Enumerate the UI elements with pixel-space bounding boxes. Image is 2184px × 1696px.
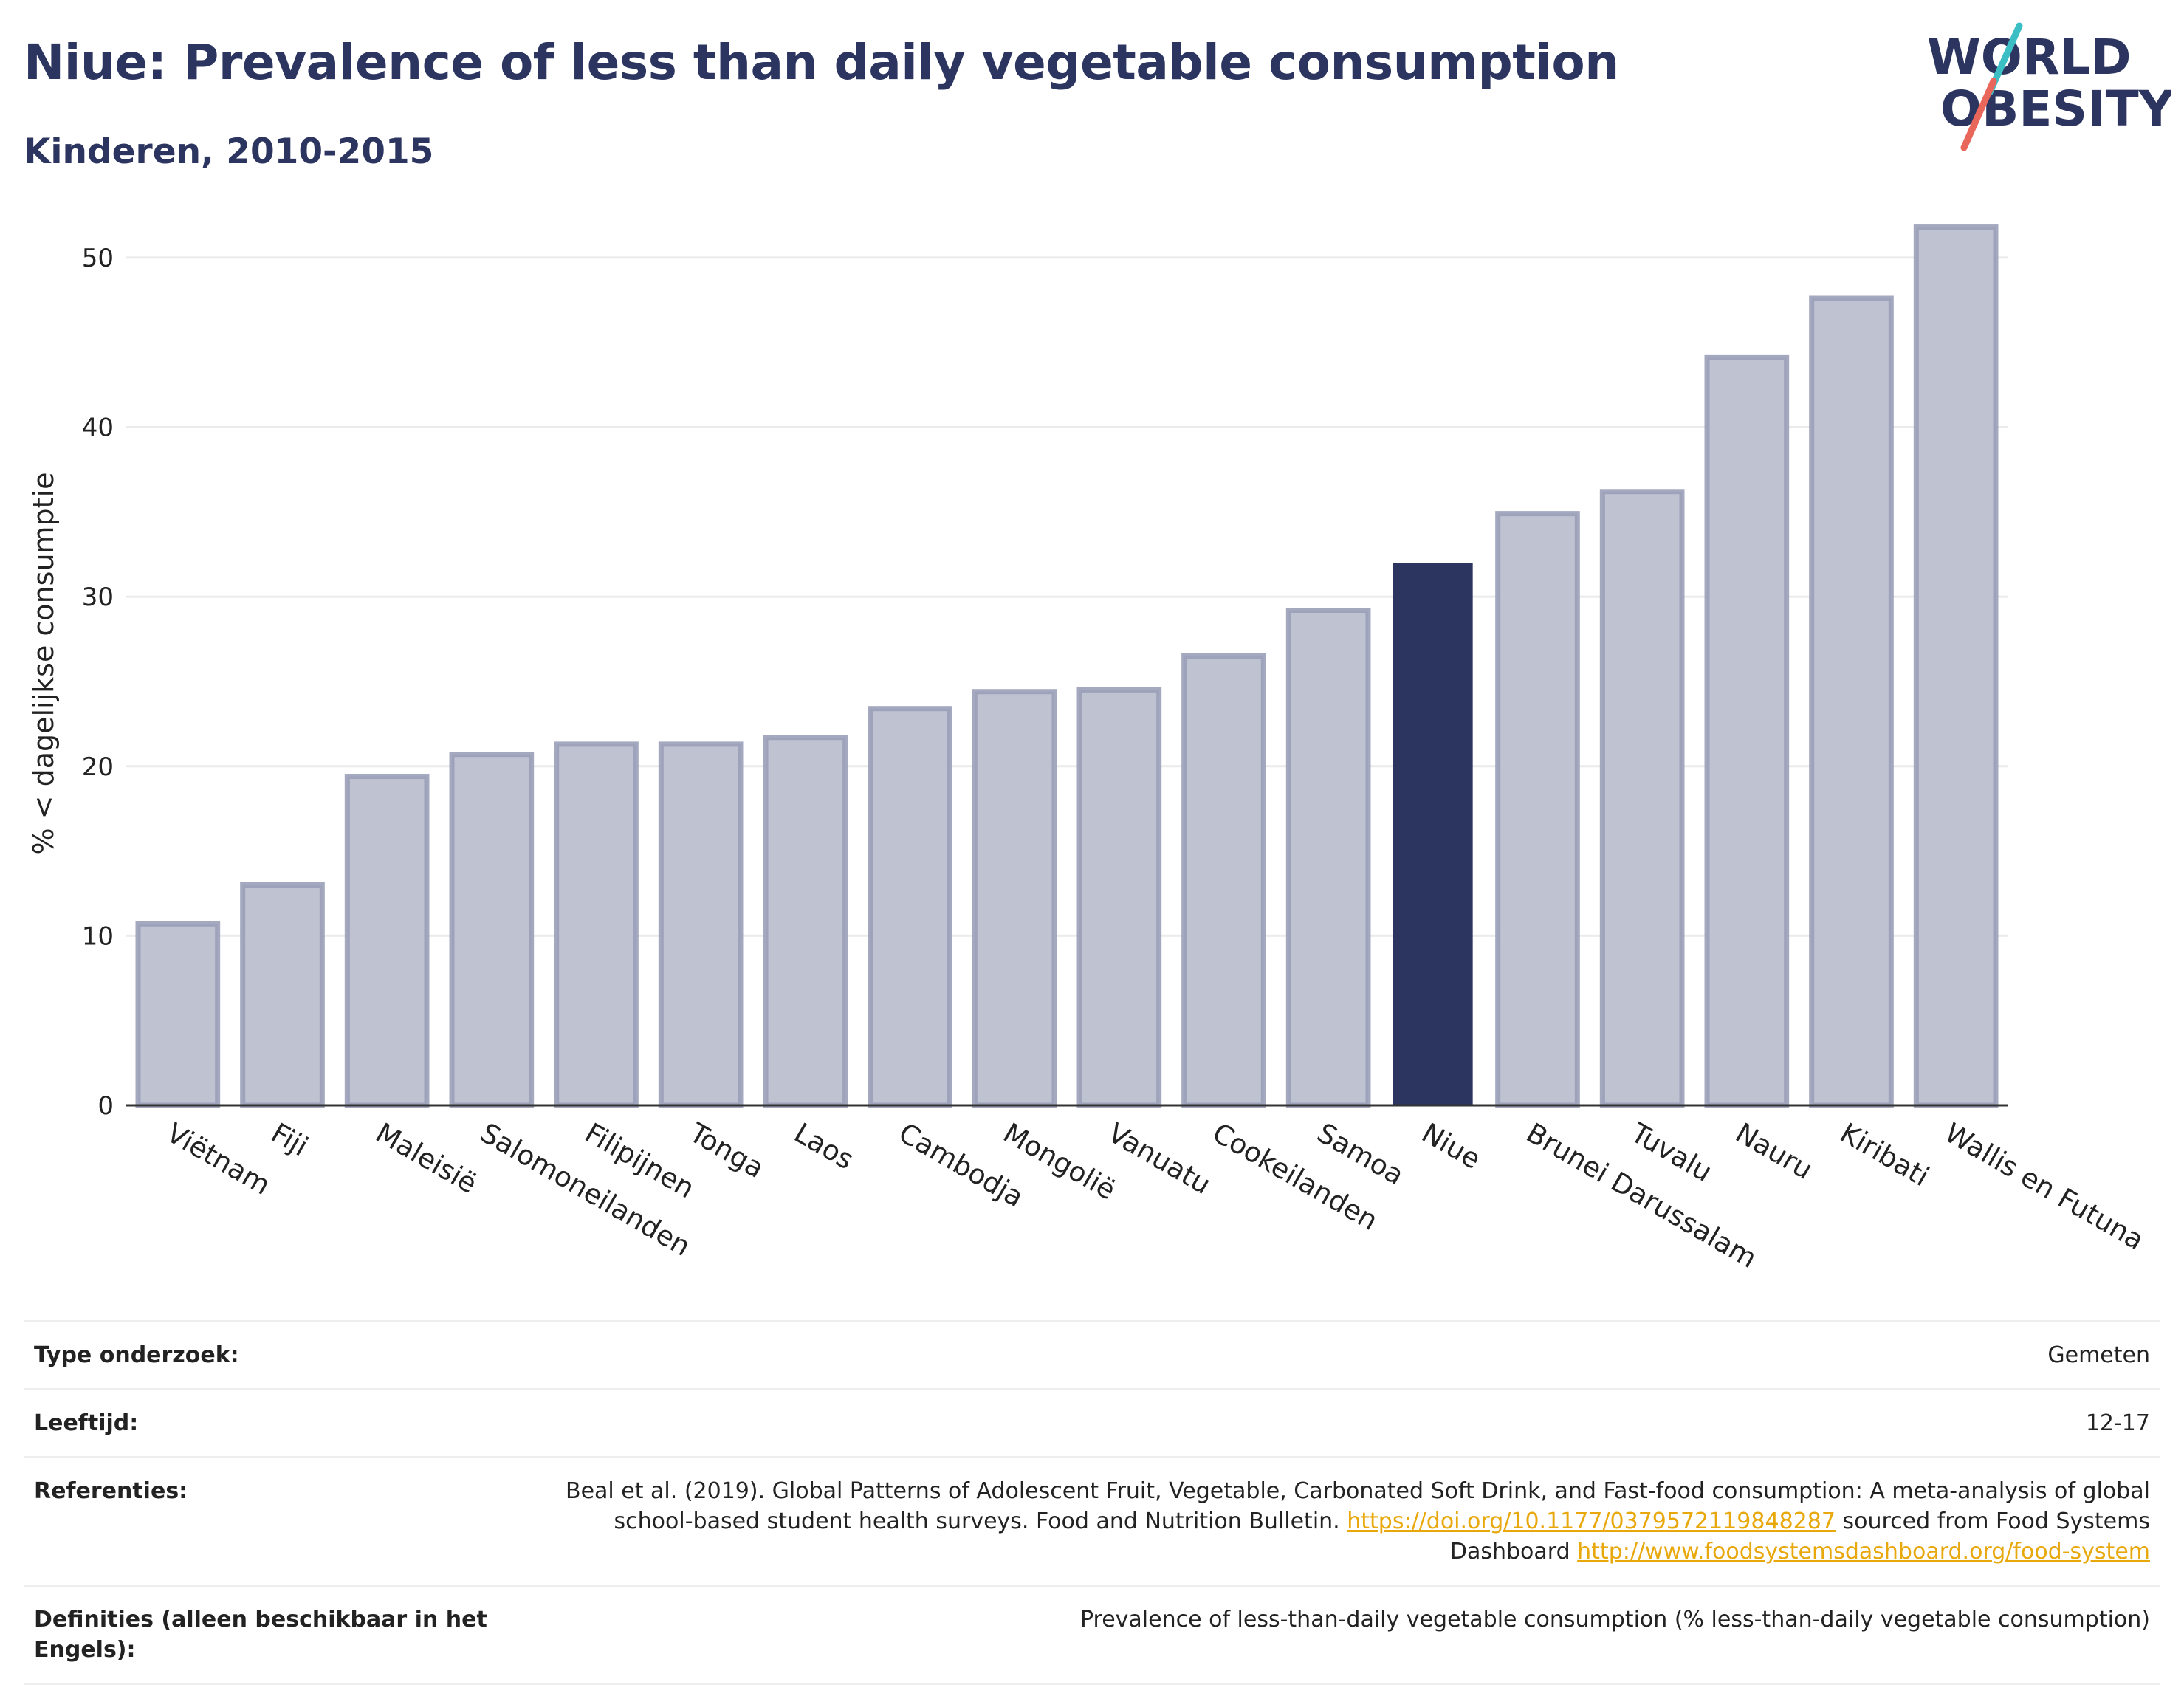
reference-text-2: sourced from Food Systems Dashboard [1449,1508,2150,1565]
y-tick-label: 20 [82,752,114,782]
info-row-age: Leeftijd: 12-17 [24,1388,2160,1456]
bar [240,882,325,1108]
bar [1704,354,1790,1108]
logo-slash-red [1960,78,1997,151]
info-table: Type onderzoek: Gemeten Leeftijd: 12-17 … [24,1320,2160,1685]
y-tick-label: 50 [82,244,114,273]
reference-text-1: Beal et al. (2019). Global Patterns of A… [565,1478,2150,1534]
y-tick-label: 0 [97,1091,114,1121]
x-tick-label: Wallis en Futuna [1940,1117,2149,1257]
bar [1393,563,1473,1105]
info-value-definitions: Prevalence of less-than-daily vegetable … [1079,1607,2150,1633]
x-tick-label: Kiribati [1835,1117,1934,1193]
info-key-references: Referenties: [34,1478,188,1504]
info-key-age: Leeftijd: [34,1410,139,1436]
x-tick-label: Niue [1416,1117,1486,1175]
info-key-definitions: Definities (alleen beschikbaar in het En… [34,1607,487,1663]
info-value-type: Gemeten [2047,1342,2150,1368]
y-axis-label: % < dagelijkse consumptie [27,472,60,854]
info-row-definitions: Definities (alleen beschikbaar in het En… [24,1585,2160,1685]
dashboard-link[interactable]: http://www.foodsystemsdashboard.org/food… [1577,1539,2150,1565]
chart-subtitle: Kinderen, 2010-2015 [24,131,434,172]
bar [135,921,221,1108]
x-tick-label: Maleisië [371,1117,483,1200]
bar [1599,489,1685,1108]
x-tick-label: Vanuatu [1102,1117,1216,1201]
x-tick-label: Fiji [266,1117,313,1163]
world-obesity-logo: WORLD OBESITY [1927,22,2171,151]
info-key-type: Type onderzoek: [34,1342,239,1368]
x-tick-label: Tonga [684,1116,769,1184]
info-row-references: Referenties: Beal et al. (2019). Global … [24,1456,2160,1585]
bar [1181,653,1266,1108]
info-value-age: 12-17 [2085,1410,2150,1436]
bar [1495,511,1580,1108]
bar [868,706,952,1108]
chart-title: Niue: Prevalence of less than daily vege… [24,34,1619,91]
bar [449,752,535,1108]
bar [972,689,1057,1108]
bar [763,735,848,1108]
doi-link[interactable]: https://doi.org/10.1177/0379572119848287 [1347,1508,1836,1534]
bar [658,741,744,1108]
bar [1285,608,1371,1108]
logo-line1: WORLD [1927,29,2132,86]
x-tick-label: Laos [789,1117,859,1176]
bar [1809,295,1894,1108]
bar [344,774,430,1108]
y-tick-label: 40 [82,413,114,443]
bar [1076,687,1162,1108]
y-tick-label: 10 [82,921,114,951]
info-row-type: Type onderzoek: Gemeten [24,1320,2160,1388]
bar [554,741,639,1108]
y-tick-label: 30 [82,583,114,612]
x-tick-label: Nauru [1730,1117,1818,1186]
x-tick-label: Viëtnam [161,1117,275,1201]
info-value-references: Beal et al. (2019). Global Patterns of A… [563,1476,2150,1567]
bar [1913,224,1999,1108]
